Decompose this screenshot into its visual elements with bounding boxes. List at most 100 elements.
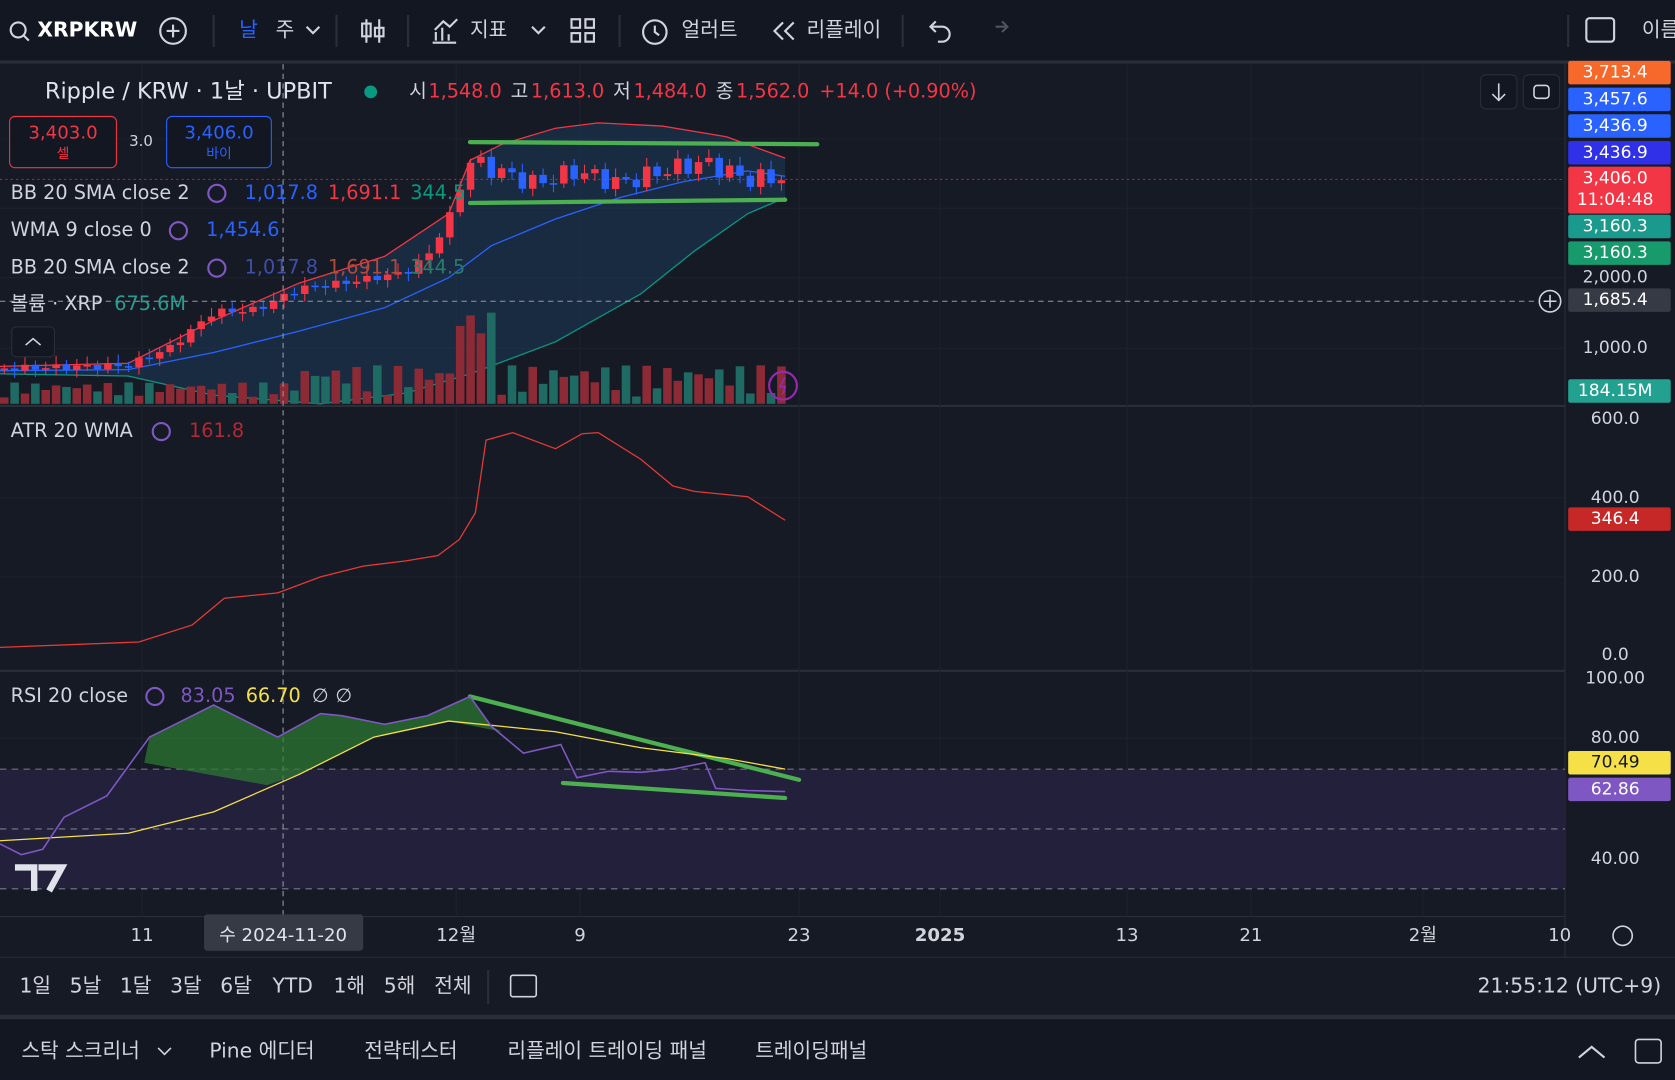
- ranges-text[interactable]: 1달: [120, 974, 152, 998]
- collapse-icon[interactable]: [25, 337, 42, 346]
- collapse-button[interactable]: [11, 326, 56, 358]
- candle-body: [301, 285, 309, 294]
- bottom-tabs-text[interactable]: 전략테스터: [364, 1039, 457, 1063]
- legend-text[interactable]: 바이: [206, 146, 232, 162]
- maximize-panel[interactable]: [1634, 1038, 1662, 1064]
- atr-text: 161.8: [189, 419, 244, 442]
- toolbar-text[interactable]: 주: [276, 17, 295, 41]
- volume-bar: [217, 383, 227, 404]
- volume-bar: [590, 382, 600, 404]
- settings-icon[interactable]: [1612, 925, 1634, 947]
- volume-bar: [186, 386, 196, 404]
- candle-body: [487, 156, 496, 178]
- settings-indicator[interactable]: [145, 686, 165, 707]
- legend-text[interactable]: 3,403.0: [28, 123, 97, 144]
- bottom-tabs-text[interactable]: 트레이딩패널: [755, 1039, 867, 1063]
- add-icon[interactable]: [159, 17, 187, 45]
- legend-text: 344.5: [410, 181, 465, 204]
- legend-text: 3.0: [129, 132, 153, 150]
- candle-body: [497, 168, 506, 178]
- volume-bar: [435, 373, 444, 404]
- price-badge-label: 3,160.3: [1583, 216, 1648, 236]
- sell-button[interactable]: [9, 115, 117, 169]
- rsi-line: [0, 695, 786, 856]
- dropdown[interactable]: [157, 1047, 172, 1056]
- volume-bar: [300, 371, 310, 404]
- bottom-tabs-text[interactable]: 리플레이 트레이딩 패널: [507, 1039, 706, 1063]
- ranges-text[interactable]: YTD: [271, 974, 312, 998]
- settings-indicator[interactable]: [151, 421, 171, 442]
- layout-icon[interactable]: [570, 32, 582, 43]
- undo-icon[interactable]: [928, 20, 951, 43]
- ranges-text[interactable]: 6달: [220, 974, 252, 998]
- goto-date-icon[interactable]: [509, 974, 538, 998]
- indicator-icon[interactable]: [432, 18, 458, 44]
- trend-line[interactable]: [467, 139, 820, 147]
- alert-icon[interactable]: [653, 25, 660, 37]
- rsi-text: RSI 20 close: [11, 684, 128, 707]
- candle-body: [93, 364, 102, 370]
- bottom-tabs-text[interactable]: 스탁 스크리너: [21, 1039, 139, 1063]
- ranges-text[interactable]: 전체: [434, 974, 471, 998]
- toolbar-text[interactable]: 이름: [1642, 17, 1675, 41]
- candle-body: [456, 189, 464, 213]
- crosshair-time-box: [204, 914, 364, 951]
- expand-panel[interactable]: [1578, 1045, 1606, 1059]
- time-axis-text: 2월: [1409, 925, 1437, 946]
- dropdown[interactable]: [531, 25, 546, 35]
- reset-icon[interactable]: [1533, 84, 1550, 100]
- volume-bar: [196, 385, 206, 404]
- ranges-text[interactable]: 1해: [334, 974, 366, 998]
- settings-indicator[interactable]: [207, 258, 227, 278]
- settings-indicator[interactable]: [207, 183, 227, 203]
- event-marker[interactable]: [778, 376, 787, 395]
- volume-bar: [72, 388, 82, 404]
- toolbar-text[interactable]: XRPKRW: [37, 17, 137, 41]
- toolbar-text[interactable]: 지표: [470, 17, 507, 41]
- candle-body: [684, 158, 692, 174]
- reset-button[interactable]: [1522, 74, 1561, 110]
- volume-bar: [476, 333, 486, 404]
- replay-icon[interactable]: [772, 21, 795, 41]
- bottom-tabs-text[interactable]: Pine 에디터: [209, 1039, 314, 1063]
- volume-bar: [528, 366, 538, 404]
- candle-body: [404, 272, 413, 274]
- legend-text[interactable]: 셀: [57, 146, 70, 162]
- candle-body: [528, 174, 537, 189]
- toolbar-text[interactable]: 날: [239, 17, 258, 41]
- event-marker[interactable]: [768, 370, 798, 401]
- settings-indicator[interactable]: [168, 221, 189, 241]
- layout-icon[interactable]: [570, 18, 582, 29]
- scroll-icon[interactable]: [1491, 83, 1506, 102]
- crosshair-add[interactable]: [1543, 294, 1557, 308]
- candle-body: [124, 366, 133, 368]
- texts: XRPKRW 날주 지표 얼러트 리플레이 이름 Ripple / KRW · 1날 · U…: [11, 17, 1675, 1062]
- toolbar-text[interactable]: 리플레이: [807, 17, 882, 41]
- candle-body: [777, 180, 786, 184]
- legend-text: 시: [409, 79, 427, 102]
- trend-line[interactable]: [467, 197, 788, 206]
- legend-text[interactable]: 3,406.0: [184, 123, 253, 144]
- volume-bar: [756, 365, 765, 404]
- layout-icon[interactable]: [584, 32, 596, 43]
- fullscreen-icon[interactable]: [1585, 17, 1616, 43]
- ranges-text[interactable]: 1일: [19, 974, 51, 998]
- toolbar-text[interactable]: 얼러트: [682, 17, 738, 41]
- trend-line[interactable]: [467, 694, 802, 782]
- add-icon[interactable]: [166, 24, 180, 38]
- ranges-text[interactable]: 5날: [70, 974, 102, 998]
- volume-bar: [466, 315, 475, 404]
- ranges-text[interactable]: 3달: [170, 974, 202, 998]
- price-badge-label: 3,457.6: [1583, 89, 1648, 109]
- layout-icon[interactable]: [584, 18, 596, 29]
- dropdown[interactable]: [305, 25, 321, 35]
- trend-line[interactable]: [560, 780, 788, 801]
- buy-button[interactable]: [166, 115, 272, 169]
- volume-bar: [621, 365, 631, 404]
- alert-icon[interactable]: [642, 19, 668, 45]
- candle-body: [104, 363, 112, 370]
- redo-icon: [995, 20, 1009, 33]
- chart-type-icon[interactable]: [361, 19, 385, 43]
- price-badge-time: 11:04:48: [1577, 190, 1654, 210]
- ranges-text[interactable]: 5해: [384, 974, 416, 998]
